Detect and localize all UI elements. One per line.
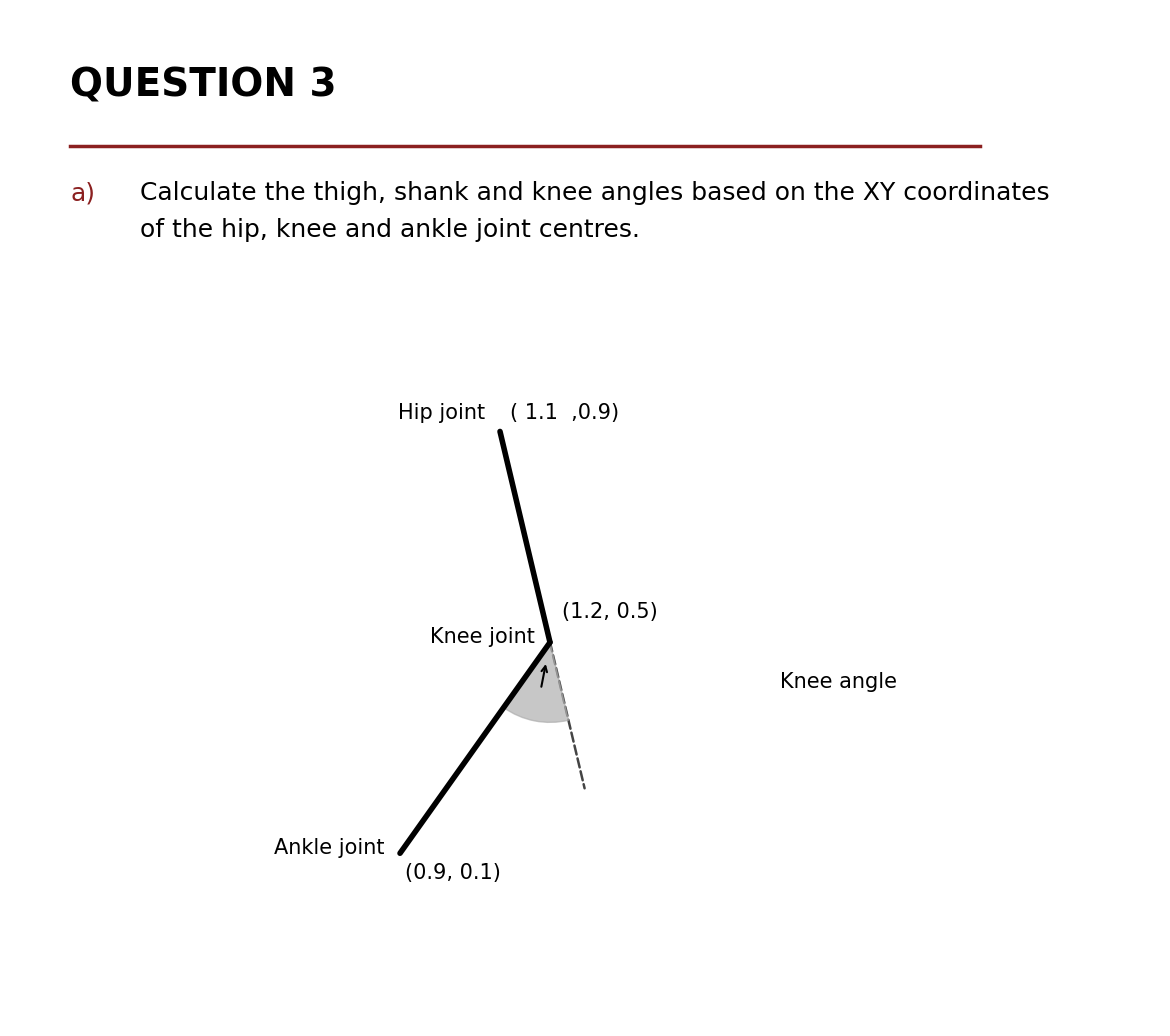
Text: QUESTION 3: QUESTION 3	[70, 66, 337, 104]
Text: Ankle joint: Ankle joint	[275, 838, 385, 858]
Text: Knee angle: Knee angle	[780, 672, 897, 692]
Text: a): a)	[70, 181, 95, 205]
Text: Knee joint: Knee joint	[431, 628, 535, 648]
Text: Hip joint: Hip joint	[398, 403, 486, 424]
Text: Calculate the thigh, shank and knee angles based on the XY coordinates: Calculate the thigh, shank and knee angl…	[140, 181, 1049, 205]
Text: (0.9, 0.1): (0.9, 0.1)	[405, 863, 501, 884]
Wedge shape	[503, 642, 569, 722]
Text: (1.2, 0.5): (1.2, 0.5)	[562, 602, 658, 623]
Text: ( 1.1  ,0.9): ( 1.1 ,0.9)	[510, 403, 619, 424]
Text: of the hip, knee and ankle joint centres.: of the hip, knee and ankle joint centres…	[140, 218, 640, 242]
